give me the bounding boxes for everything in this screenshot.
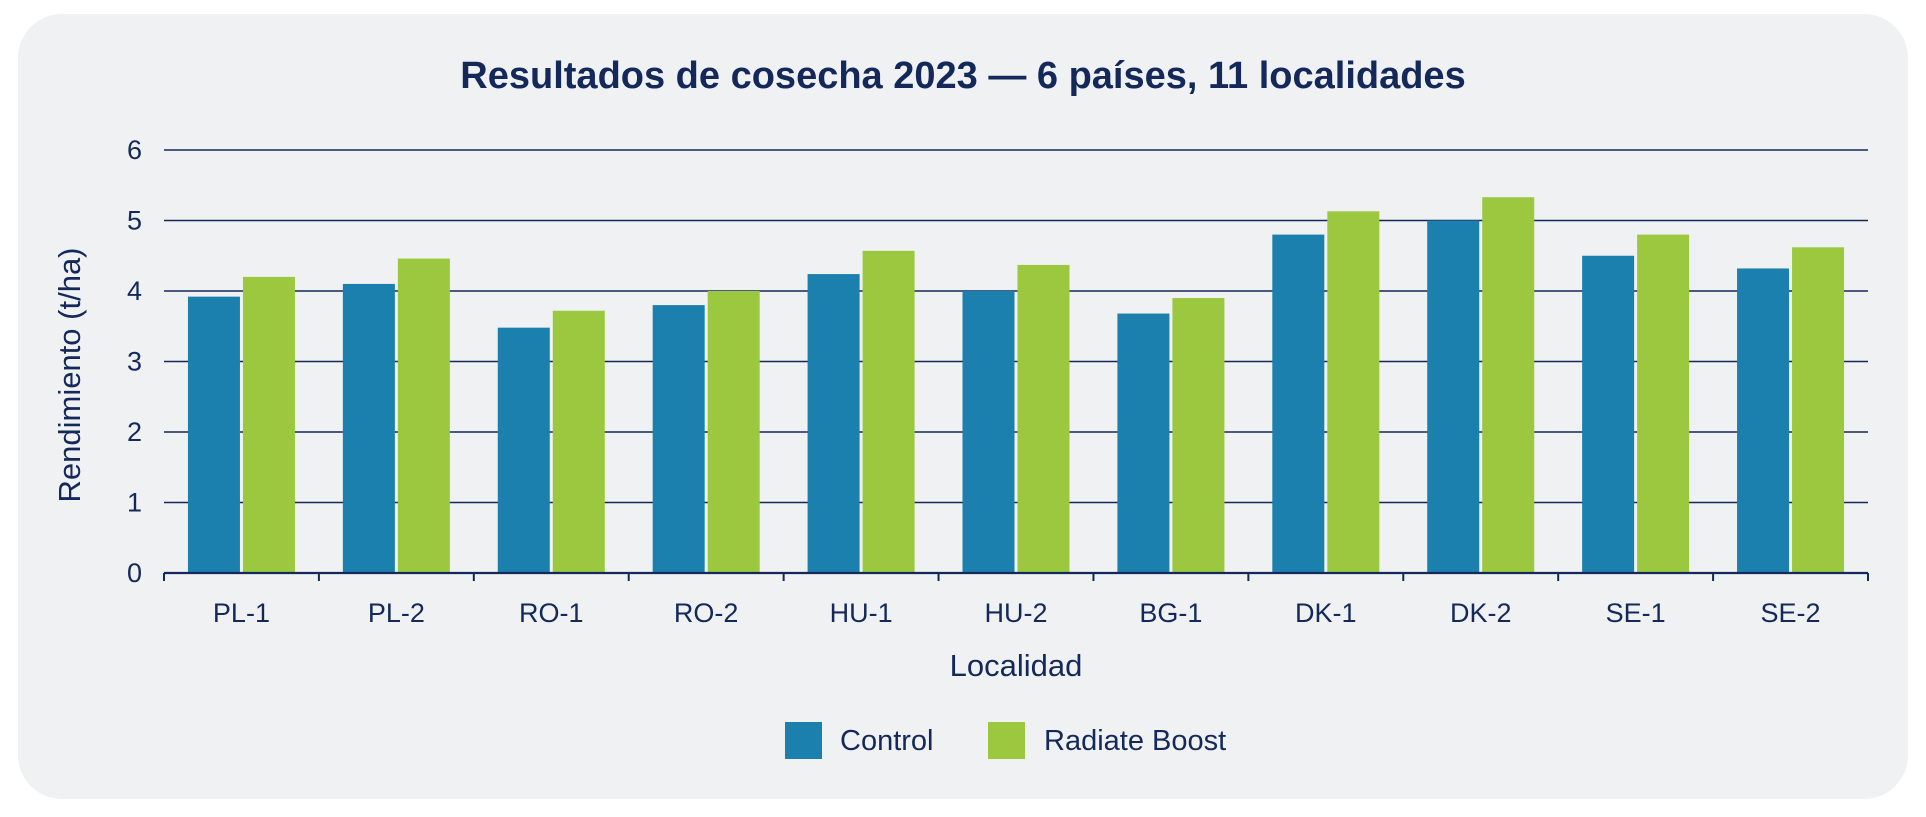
y-axis-title: Rendimiento (t/ha) xyxy=(52,247,87,502)
x-tick-label: DK-1 xyxy=(1295,598,1357,628)
bar-control xyxy=(1582,255,1635,573)
bars xyxy=(187,197,1845,574)
legend-swatch-control xyxy=(785,722,822,759)
y-tick-label: 3 xyxy=(127,347,142,377)
x-axis-title: Localidad xyxy=(950,648,1083,683)
bar-control xyxy=(497,327,550,573)
x-tick-label: RO-1 xyxy=(519,598,584,628)
bar-radiate-boost xyxy=(397,258,450,573)
x-tick-label: PL-1 xyxy=(213,598,270,628)
bar-control xyxy=(652,305,705,573)
legend-swatch-radiate-boost xyxy=(988,722,1025,759)
bar-radiate-boost xyxy=(862,250,915,573)
bar-control xyxy=(187,296,240,573)
bar-radiate-boost xyxy=(1172,298,1225,573)
y-tick-label: 5 xyxy=(127,206,142,236)
bar-radiate-boost xyxy=(707,291,760,573)
bar-radiate-boost xyxy=(1482,197,1535,574)
x-tick-label: BG-1 xyxy=(1139,598,1202,628)
y-tick-label: 2 xyxy=(127,417,142,447)
x-tick-label: RO-2 xyxy=(674,598,739,628)
bar-control xyxy=(1117,313,1170,573)
bar-radiate-boost xyxy=(1017,264,1070,573)
bar-radiate-boost xyxy=(1792,247,1845,574)
legend: Control Radiate Boost xyxy=(785,722,1226,759)
x-tick-label: DK-2 xyxy=(1450,598,1512,628)
bar-control xyxy=(1737,268,1790,573)
bar-radiate-boost xyxy=(1327,211,1380,573)
chart-title: Resultados de cosecha 2023 — 6 países, 1… xyxy=(460,55,1465,97)
bar-radiate-boost xyxy=(242,276,295,573)
x-tick-label: SE-1 xyxy=(1606,598,1666,628)
bar-control xyxy=(1427,220,1480,573)
bar-control xyxy=(342,283,395,573)
legend-label-radiate-boost: Radiate Boost xyxy=(1044,725,1226,757)
bar-radiate-boost xyxy=(1637,234,1690,573)
x-tick-label: PL-2 xyxy=(368,598,425,628)
y-tick-label: 4 xyxy=(127,276,142,306)
y-tick-label: 6 xyxy=(127,135,142,165)
bar-control xyxy=(962,291,1015,573)
legend-label-control: Control xyxy=(840,725,934,757)
x-axis: PL-1 PL-2 RO-1 RO-2 HU-1 HU-2 BG-1 DK-1 DK-2 SE-1… xyxy=(163,571,1869,628)
x-tick-label: SE-2 xyxy=(1761,598,1821,628)
y-tick-label: 0 xyxy=(127,558,142,588)
bar-control xyxy=(807,274,860,573)
x-tick-label: HU-2 xyxy=(984,598,1047,628)
bar-radiate-boost xyxy=(552,310,605,573)
y-axis-ticks: 0 1 2 3 4 5 6 xyxy=(127,135,142,588)
y-tick-label: 1 xyxy=(127,488,142,518)
x-tick-label: HU-1 xyxy=(830,598,893,628)
bar-control xyxy=(1272,234,1325,573)
